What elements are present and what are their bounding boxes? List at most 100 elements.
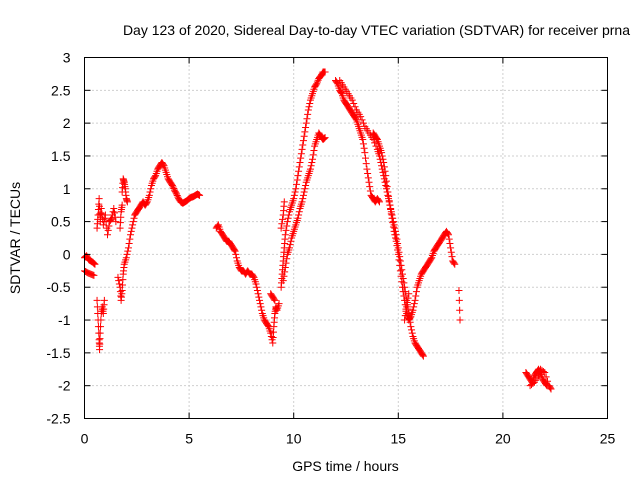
data-point [364,174,372,182]
data-point [151,173,159,181]
data-point [366,183,374,191]
y-tick-label: 3 [63,50,71,66]
data-point [295,167,303,175]
data-point [447,248,455,256]
data-point [257,303,265,311]
data-point [398,266,406,274]
data-point [308,159,316,167]
data-point [362,154,370,162]
y-tick-label: 2 [63,115,71,131]
data-point [114,273,122,281]
data-point [394,239,402,247]
data-point [143,199,151,207]
y-tick-label: -2 [58,378,71,394]
data-point [124,247,132,255]
data-point [267,332,275,340]
data-point [123,198,131,206]
x-tick-label: 20 [495,431,511,447]
data-point [294,214,302,222]
data-point [145,191,153,199]
data-point [363,165,371,173]
data-point [287,237,295,245]
data-point [254,290,262,298]
data-point [118,201,126,209]
data-point [309,151,317,159]
tick-layer [84,57,608,419]
data-point [337,89,345,97]
data-layer [81,68,555,393]
data-point [310,146,318,154]
data-point [445,231,453,239]
data-point [542,373,550,381]
data-point [97,316,105,324]
data-point [408,326,416,334]
data-point [275,300,283,308]
data-point [361,149,369,157]
data-point [366,187,374,195]
data-point [450,259,458,267]
data-point [389,214,397,222]
data-point [390,221,398,229]
data-point [115,277,123,285]
y-tick-label: -2.5 [46,411,70,427]
data-point [298,145,306,153]
data-point [271,296,279,304]
data-point [299,191,307,199]
data-point [284,214,292,222]
data-point [270,295,278,303]
data-point [123,250,131,258]
data-point [255,293,263,301]
data-point [406,318,414,326]
y-tick-label: 2.5 [51,82,71,98]
data-point [169,183,177,191]
data-point [313,78,321,86]
data-point [101,211,109,219]
data-point [446,239,454,247]
data-point [402,307,410,315]
data-point [196,191,204,199]
data-point [445,235,453,243]
data-point [394,244,402,252]
data-point [351,103,359,111]
data-point [293,176,301,184]
data-point [301,128,309,136]
data-point [104,231,112,239]
data-point [128,224,136,232]
data-point [129,218,137,226]
y-tick-label: 0.5 [51,214,71,230]
data-point [299,137,307,145]
data-point [281,231,289,239]
data-point [233,254,241,262]
data-point [389,218,397,226]
y-tick-label: 1 [63,181,71,197]
data-point [147,185,155,193]
data-point [256,300,264,308]
data-point [387,204,395,212]
data-point [300,188,308,196]
data-point [110,209,118,217]
data-point [101,214,109,222]
data-point [146,188,154,196]
data-point [380,159,388,167]
data-point [291,188,299,196]
data-point [301,185,309,193]
data-point [297,150,305,158]
data-point [392,234,400,242]
x-tick-label: 0 [81,431,89,447]
data-point [386,201,394,209]
data-point [302,124,310,132]
data-point [231,247,239,255]
data-point [90,271,98,279]
data-point [296,159,304,167]
data-point [359,119,367,127]
data-point [395,248,403,256]
data-point [300,132,308,140]
data-point [412,292,420,300]
data-point [396,257,404,265]
data-point [277,224,285,232]
data-point [93,296,101,304]
data-point [395,256,403,264]
data-point [295,163,303,171]
data-point [281,264,289,272]
